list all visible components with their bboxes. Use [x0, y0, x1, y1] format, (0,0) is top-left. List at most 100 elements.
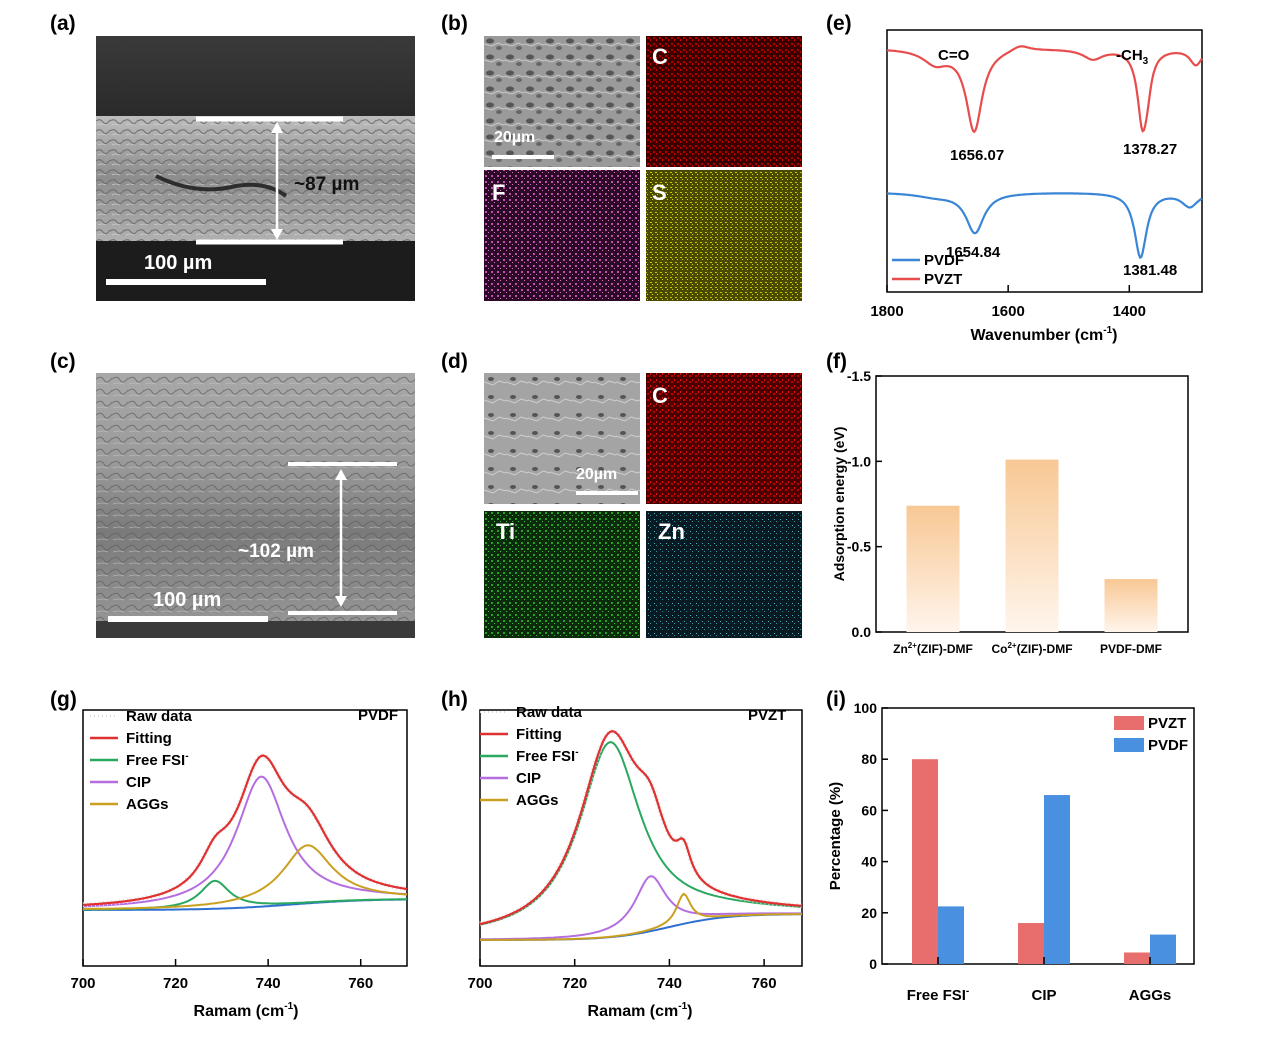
bar-pvdf-1: [1044, 795, 1070, 964]
series-line-fitting: [82, 754, 408, 906]
panel-label-f: (f): [826, 350, 847, 373]
legend-label: Fitting: [516, 726, 562, 743]
legend-label: Raw data: [516, 704, 583, 721]
y-tick-label-i: 80: [861, 751, 877, 767]
y-axis-label-i: Percentage (%): [827, 782, 844, 890]
legend-swatch-pvzt-i: [1114, 716, 1144, 730]
thickness-label-c: ~102 µm: [238, 541, 314, 562]
x-axis-label-e: Wavenumber (cm-1): [970, 325, 1117, 344]
sem-image-c: ~102 µm 100 µm: [96, 373, 415, 638]
y-tick-label-i: 20: [861, 905, 877, 921]
x-tick-label: 740: [657, 975, 682, 992]
legend-label-pvdf-i: PVDF: [1148, 737, 1188, 754]
annot-ch3: -CH3: [1116, 47, 1149, 67]
legend-swatch-pvdf-i: [1114, 738, 1144, 752]
map-label-d-ti: Ti: [496, 519, 516, 544]
y-tick-label-i: 100: [854, 700, 878, 716]
bar-f-0: [906, 505, 960, 632]
bar-f-1: [1005, 459, 1059, 632]
series-line-pvzt: [886, 45, 1203, 134]
plot-frame-h: [479, 709, 803, 967]
legend-label: Raw data: [126, 708, 193, 725]
panel-label-d: (d): [441, 350, 468, 373]
thickness-label-a: ~87 µm: [294, 174, 360, 195]
legend-label: Fitting: [126, 730, 172, 747]
scale-bar-label-d: 20µm: [576, 466, 618, 483]
panel-label-i: (i): [826, 688, 846, 711]
x-tick-label-e: 1800: [870, 303, 903, 320]
x-tick-label-i: CIP: [1031, 987, 1056, 1004]
annot-co: C=O: [938, 47, 970, 64]
chart-e-ftir: 1800 1600 1400 C=O -CH3 1656.07 1378.27 16…: [870, 29, 1203, 344]
bar-pvzt-2: [1124, 952, 1150, 964]
x-tick-label-i: AGGs: [1129, 987, 1172, 1004]
chart-h-raman-pvzt: 700 720 740 760 Raw data Fitting Free FSI- CIP…: [467, 704, 803, 1020]
series-line-free: [479, 741, 803, 926]
x-tick-label: 720: [163, 975, 188, 992]
plot-frame-e: [886, 29, 1203, 293]
bar-pvzt-0: [912, 759, 938, 964]
x-tick-label: 720: [562, 975, 587, 992]
title-h: PVZT: [748, 707, 786, 724]
annot-pvdf-peak2: 1381.48: [1123, 262, 1177, 279]
bar-pvdf-2: [1150, 934, 1176, 964]
x-tick-label: 760: [348, 975, 373, 992]
x-tick-label-f: Co2+(ZIF)-DMF: [991, 641, 1072, 656]
plot-frame-g: [82, 709, 408, 967]
series-line-baseline: [480, 913, 803, 941]
scale-bar-label-c: 100 µm: [153, 589, 222, 611]
legend-label-pvzt: PVZT: [924, 271, 962, 288]
y-tick-label-i: 40: [861, 854, 877, 870]
x-tick-label-f: PVDF-DMF: [1100, 642, 1162, 656]
x-tick-label: 700: [70, 975, 95, 992]
legend-label: CIP: [126, 774, 151, 791]
panel-label-a: (a): [50, 12, 76, 35]
series-line-cip: [82, 775, 408, 908]
series-line-aggs: [83, 844, 408, 910]
map-label-b-s: S: [652, 180, 667, 205]
series-line-pvdf: [887, 192, 1203, 260]
y-tick-label-f: -1.5: [847, 368, 871, 384]
panel-label-c: (c): [50, 350, 76, 373]
panel-label-b: (b): [441, 12, 468, 35]
legend-label: CIP: [516, 770, 541, 787]
x-axis-label-h: Ramam (cm-1): [588, 1001, 693, 1020]
x-tick-label-f: Zn2+(ZIF)-DMF: [893, 641, 973, 656]
annot-pvzt-peak1: 1656.07: [950, 147, 1004, 164]
panel-label-h: (h): [441, 688, 468, 711]
y-axis-label-f: Adsorption energy (eV): [831, 427, 847, 582]
y-tick-label-i: 60: [861, 802, 877, 818]
panel-label-e: (e): [826, 12, 852, 35]
legend-label-pvzt-i: PVZT: [1148, 715, 1186, 732]
y-tick-label-i: 0: [869, 956, 877, 972]
y-tick-label-f: -1.0: [847, 453, 871, 469]
legend-label: Free FSI-: [516, 747, 579, 765]
y-tick-label-f: -0.5: [847, 539, 871, 555]
panel-label-g: (g): [50, 688, 77, 711]
chart-f-adsorption: Zn2+(ZIF)-DMF Co2+(ZIF)-DMF PVDF-DMF 0.0 -0.…: [831, 368, 1189, 656]
series-line-cip: [480, 875, 802, 941]
legend-label: Free FSI-: [126, 751, 189, 769]
x-tick-label: 760: [752, 975, 777, 992]
bar-f-2: [1104, 579, 1158, 632]
eds-grid-b: 20µm C F S: [484, 36, 802, 301]
map-label-d-zn: Zn: [658, 519, 685, 544]
scale-bar-label-b: 20µm: [494, 129, 536, 146]
legend-label: AGGs: [516, 792, 559, 809]
x-tick-label: 700: [467, 975, 492, 992]
annot-pvdf-peak1: 1654.84: [946, 244, 1001, 261]
legend-label: AGGs: [126, 796, 169, 813]
map-label-b-c: C: [652, 44, 668, 69]
bar-pvzt-1: [1018, 923, 1044, 964]
x-tick-label-e: 1600: [991, 303, 1024, 320]
x-tick-label-i: Free FSI-: [907, 986, 970, 1004]
x-tick-label: 740: [256, 975, 281, 992]
chart-g-raman-pvdf: 700 720 740 760 Raw data Fitting Free FSI- CIP…: [70, 707, 408, 1020]
annot-pvzt-peak2: 1378.27: [1123, 141, 1177, 158]
scale-bar-label-a: 100 µm: [144, 252, 213, 274]
series-line-fitting: [479, 730, 803, 926]
legend-label-pvdf: PVDF: [924, 252, 964, 269]
sem-image-a: ~87 µm 100 µm: [96, 36, 415, 301]
title-g: PVDF: [358, 707, 398, 724]
map-label-d-c: C: [652, 383, 668, 408]
